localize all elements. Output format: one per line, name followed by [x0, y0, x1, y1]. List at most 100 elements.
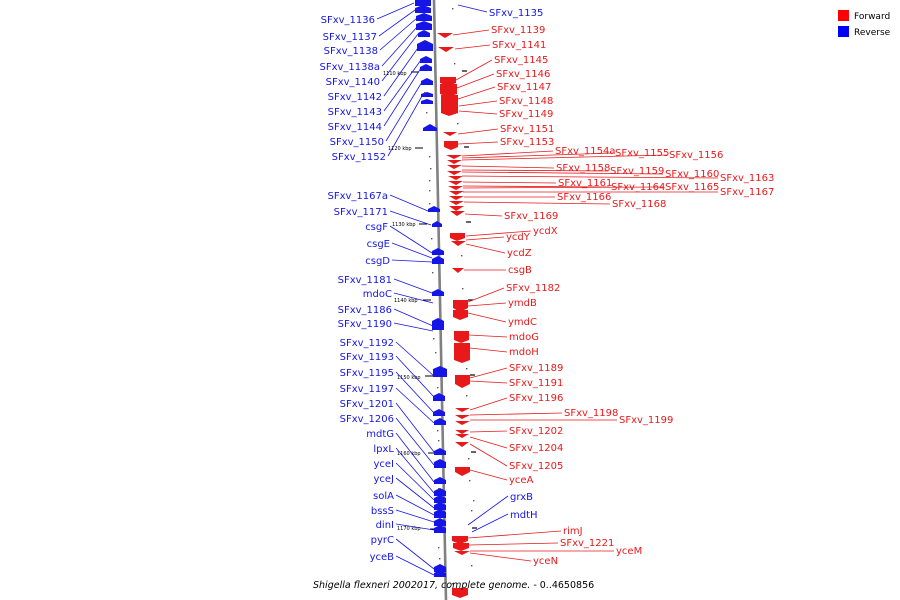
reverse-gene-label: SFxv_1195: [340, 368, 394, 379]
feature-dot: [430, 168, 431, 169]
forward-gene-label: SFxv_1163: [720, 173, 774, 184]
feature-dot: [461, 255, 462, 256]
reverse-gene-label: SFxv_1135: [489, 8, 543, 19]
forward-gene-label: ycdX: [533, 226, 558, 237]
legend-reverse-swatch: [838, 26, 849, 37]
forward-gene-labels: SFxv_1139SFxv_1141SFxv_1145SFxv_1146SFxv…: [491, 25, 774, 567]
feature-dot: [471, 565, 472, 566]
reverse-gene-label: csgE: [367, 239, 390, 250]
forward-gene-label: SFxv_1205: [509, 461, 563, 472]
reverse-gene-label: yceJ: [373, 474, 394, 485]
reverse-gene-label: SFxv_1197: [340, 384, 394, 395]
feature-dot: [424, 92, 425, 93]
legend-forward-label: Forward: [854, 12, 890, 22]
legend-forward-swatch: [838, 10, 849, 21]
feature-dot: [424, 40, 425, 41]
forward-gene-label: SFxv_1156: [669, 150, 723, 161]
genome-caption: Shigella flexneri 2002017, complete geno…: [313, 580, 594, 591]
reverse-leader-line: [380, 18, 417, 50]
forward-gene-label: csgB: [508, 265, 532, 276]
reverse-gene-label: SFxv_1142: [328, 92, 382, 103]
caption-organism: Shigella flexneri 2002017, complete geno…: [313, 580, 530, 591]
reverse-gene-label: pyrC: [371, 535, 394, 546]
forward-leader-line: [462, 166, 554, 168]
feature-dot: [454, 63, 455, 64]
feature-dot: [473, 500, 474, 501]
reverse-gene-label: dinI: [376, 520, 394, 531]
feature-dot: [439, 558, 440, 559]
forward-gene-label: SFxv_1147: [497, 82, 551, 93]
reverse-leader-line: [396, 463, 434, 500]
forward-gene-label: mdoH: [509, 347, 539, 358]
reverse-gene-label: lpxL: [373, 444, 394, 455]
feature-dot: [433, 338, 434, 339]
forward-gene-label: SFxv_1168: [612, 199, 666, 210]
reverse-gene-label: SFxv_1152: [332, 152, 386, 163]
forward-gene-label: SFxv_1221: [560, 538, 614, 549]
reverse-gene-label: SFxv_1137: [323, 32, 377, 43]
feature-dot: [462, 288, 463, 289]
reverse-gene-label: mdoC: [363, 289, 392, 300]
forward-gene-label: SFxv_1149: [499, 109, 553, 120]
forward-leader-line: [465, 214, 502, 216]
reverse-gene-label: SFxv_1186: [338, 305, 392, 316]
forward-leader-line: [455, 45, 490, 49]
forward-leader-line: [463, 182, 556, 183]
forward-leader-line: [459, 101, 497, 106]
feature-dot: [471, 510, 472, 511]
forward-gene-label: SFxv_1169: [504, 211, 558, 222]
reverse-gene-label: SFxv_1138: [324, 46, 378, 57]
forward-gene-label: SFxv_1191: [509, 378, 563, 389]
tick-label: 1150 kbp: [397, 375, 421, 381]
reverse-leader-line: [377, 3, 414, 19]
forward-leader-line: [466, 244, 505, 253]
feature-dot: [466, 395, 467, 396]
feature-dot: [429, 180, 430, 181]
legend: Forward Reverse: [838, 10, 891, 38]
feature-dot: [429, 190, 430, 191]
reverse-gene-label: mdtH: [510, 510, 538, 521]
reverse-gene-label: solA: [373, 491, 394, 502]
reverse-leader-line: [390, 226, 432, 253]
forward-leader-line: [470, 368, 507, 378]
feature-dot: [438, 440, 439, 441]
feature-dot: [437, 387, 438, 388]
forward-leader-line: [470, 431, 507, 432]
feature-dot: [431, 238, 432, 239]
forward-gene-label: mdoG: [509, 332, 539, 343]
reverse-gene-label: SFxv_1190: [338, 319, 392, 330]
feature-dot: [457, 123, 458, 124]
reverse-gene-label: mdtG: [366, 429, 394, 440]
reverse-gene-label: csgD: [365, 256, 390, 267]
feature-dot: [438, 547, 439, 548]
reverse-leader-line: [379, 10, 415, 36]
forward-leader-line: [468, 531, 561, 538]
forward-leader-line: [468, 303, 506, 306]
forward-gene-label: SFxv_1165: [665, 182, 719, 193]
reverse-gene-label: SFxv_1144: [328, 122, 382, 133]
reverse-leader-line: [458, 5, 487, 12]
forward-leader-line: [470, 553, 531, 561]
forward-leader-line: [469, 543, 558, 545]
forward-gene-label: SFxv_1160: [665, 169, 719, 180]
forward-gene-label: SFxv_1139: [491, 25, 545, 36]
reverse-leader-line: [396, 342, 434, 376]
forward-gene-label: ymdB: [508, 298, 537, 309]
reverse-gene-label: SFxv_1138a: [319, 62, 380, 73]
forward-leader-line: [470, 444, 507, 466]
reverse-gene-label: SFxv_1181: [338, 275, 392, 286]
reverse-leader-line: [390, 195, 428, 211]
reverse-leader-line: [394, 309, 433, 326]
forward-gene-label: SFxv_1198: [564, 408, 618, 419]
forward-gene-label: SFxv_1204: [509, 443, 563, 454]
feature-dot: [468, 458, 469, 459]
forward-gene-label: SFxv_1159: [610, 166, 664, 177]
forward-leader-line: [470, 413, 562, 415]
forward-leader-line: [469, 335, 507, 337]
forward-label-leaders: [453, 30, 718, 561]
tick-label: 1170 kbp: [397, 526, 421, 532]
reverse-gene-label: yceI: [373, 459, 394, 470]
tick-label: 1130 kbp: [392, 222, 416, 228]
forward-gene-label: SFxv_1153: [500, 137, 554, 148]
forward-gene-label: ymdC: [508, 317, 537, 328]
